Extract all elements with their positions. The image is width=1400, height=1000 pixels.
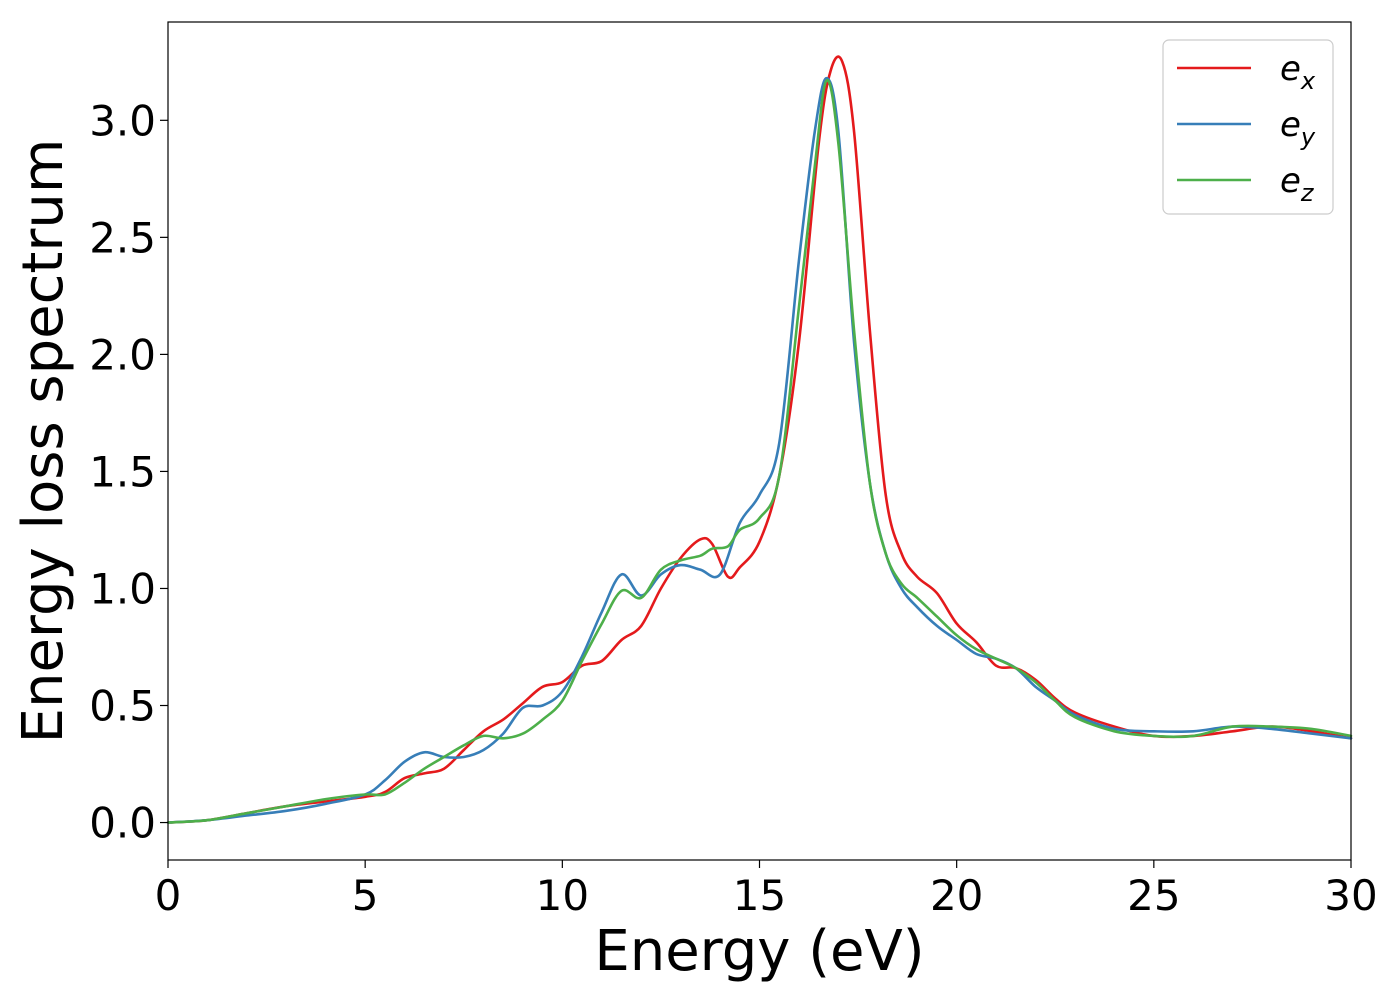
y-tick-label: 1.0 xyxy=(89,564,156,613)
y-tick-label: 0.5 xyxy=(89,682,156,731)
x-tick-label: 30 xyxy=(1324,871,1377,920)
legend-label-base: e xyxy=(1280,105,1301,145)
y-axis-ticks: 0.0 0.5 1.0 1.5 2.0 2.5 3.0 xyxy=(89,96,168,848)
series-layer xyxy=(166,55,1353,824)
legend-label-base: e xyxy=(1280,161,1301,201)
legend-label-y: ey xyxy=(1280,105,1316,151)
legend-label-z: ez xyxy=(1280,161,1315,207)
x-tick-label: 0 xyxy=(155,871,182,920)
x-tick-label: 20 xyxy=(930,871,983,920)
x-axis-label: Energy (eV) xyxy=(594,919,924,984)
x-tick-label: 5 xyxy=(352,871,379,920)
legend-label-subscript: y xyxy=(1300,123,1316,151)
x-tick-label: 15 xyxy=(733,871,786,920)
legend-box xyxy=(1162,39,1334,215)
y-tick-label: 2.0 xyxy=(89,330,156,379)
series-line-z xyxy=(166,78,1353,824)
x-tick-label: 25 xyxy=(1127,871,1180,920)
y-tick-label: 2.5 xyxy=(89,213,156,262)
y-axis-label: Energy loss spectrum xyxy=(11,139,76,744)
series-line-y xyxy=(166,76,1353,824)
x-tick-label: 10 xyxy=(536,871,589,920)
legend-label-subscript: z xyxy=(1300,179,1315,207)
legend-label-x: ex xyxy=(1280,49,1316,95)
legend-label-base: e xyxy=(1280,49,1301,89)
y-tick-label: 1.5 xyxy=(89,447,156,496)
x-axis-ticks: 0 5 10 15 20 25 30 xyxy=(155,860,1378,920)
legend-label-subscript: x xyxy=(1300,67,1316,95)
y-tick-label: 3.0 xyxy=(89,96,156,145)
y-tick-label: 0.0 xyxy=(89,799,156,848)
